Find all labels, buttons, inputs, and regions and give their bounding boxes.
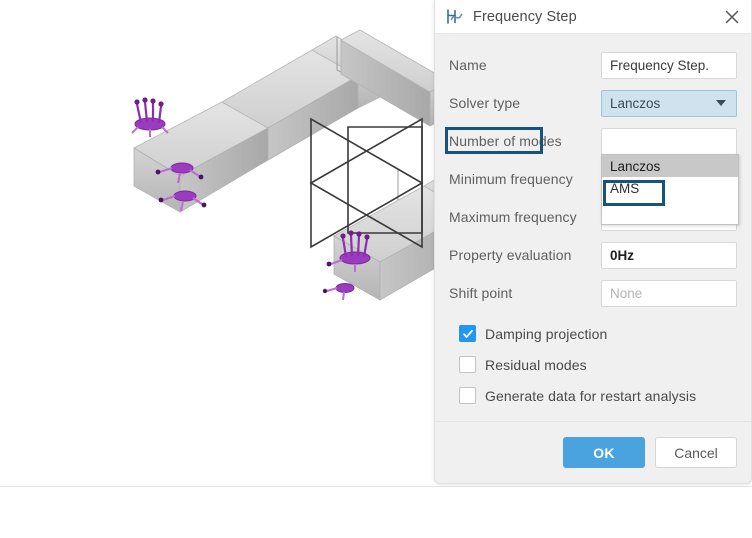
shift-point-input[interactable]: None [601, 279, 737, 307]
dialog-title-bar[interactable]: Frequency Step [435, 0, 751, 34]
solver-type-dropdown-list[interactable]: Lanczos AMS [601, 154, 739, 225]
residual-modes-checkbox[interactable] [459, 356, 476, 373]
checkbox-row-damping-projection[interactable]: Damping projection [449, 318, 737, 349]
label-maximum-frequency: Maximum frequency [449, 209, 577, 225]
label-number-of-modes: Number of modes [449, 133, 562, 149]
label-solver-type: Solver type [449, 95, 521, 111]
solver-type-combobox[interactable]: Lanczos [601, 89, 737, 117]
restraint-symbol-group-right [322, 230, 371, 301]
label-minimum-frequency: Minimum frequency [449, 171, 573, 187]
field-row-number-of-modes: Number of modes [449, 122, 737, 160]
cancel-button[interactable]: Cancel [655, 437, 737, 468]
checkbox-row-generate-restart-data[interactable]: Generate data for restart analysis [449, 380, 737, 411]
dropdown-option-ams[interactable]: AMS [610, 180, 640, 196]
ok-button[interactable]: OK [563, 437, 645, 468]
field-row-solver-type: Solver type Lanczos [449, 84, 737, 122]
checkbox-row-residual-modes[interactable]: Residual modes [449, 349, 737, 380]
close-button[interactable] [721, 6, 743, 28]
close-icon [725, 10, 739, 23]
field-row-name: Name Frequency Step. [449, 46, 737, 84]
name-input[interactable]: Frequency Step. [601, 51, 737, 79]
label-shift-point: Shift point [449, 285, 513, 301]
damping-projection-checkbox[interactable] [459, 325, 476, 342]
property-evaluation-input[interactable]: 0Hz [601, 241, 737, 269]
label-property-evaluation: Property evaluation [449, 247, 572, 263]
status-bar: Analysis for Topology Optimization Case.… [0, 486, 752, 538]
dropdown-option-lanczos[interactable]: Lanczos [602, 155, 738, 177]
dialog-body: Name Frequency Step. Solver type Lanczos… [435, 34, 751, 411]
dialog-footer: OK Cancel [435, 421, 751, 483]
residual-modes-label: Residual modes [485, 356, 587, 373]
dialog-title: Frequency Step [473, 8, 577, 25]
generate-restart-data-label: Generate data for restart analysis [485, 387, 697, 404]
frequency-step-dialog: Frequency Step Name Frequency Step. Solv… [434, 0, 752, 484]
field-row-property-evaluation: Property evaluation 0Hz [449, 236, 737, 274]
restraint-symbol-group-left [131, 97, 207, 212]
frequency-wave-icon [447, 8, 463, 24]
label-name: Name [449, 57, 487, 73]
check-icon [462, 329, 473, 338]
solver-type-value: Lanczos [610, 95, 661, 111]
field-row-shift-point: Shift point None [449, 274, 737, 312]
number-of-modes-input[interactable] [601, 127, 737, 155]
damping-projection-label: Damping projection [485, 325, 608, 342]
chevron-down-icon [716, 100, 726, 106]
generate-restart-data-checkbox[interactable] [459, 387, 476, 404]
symmetry-plane-wireframe [309, 117, 424, 249]
